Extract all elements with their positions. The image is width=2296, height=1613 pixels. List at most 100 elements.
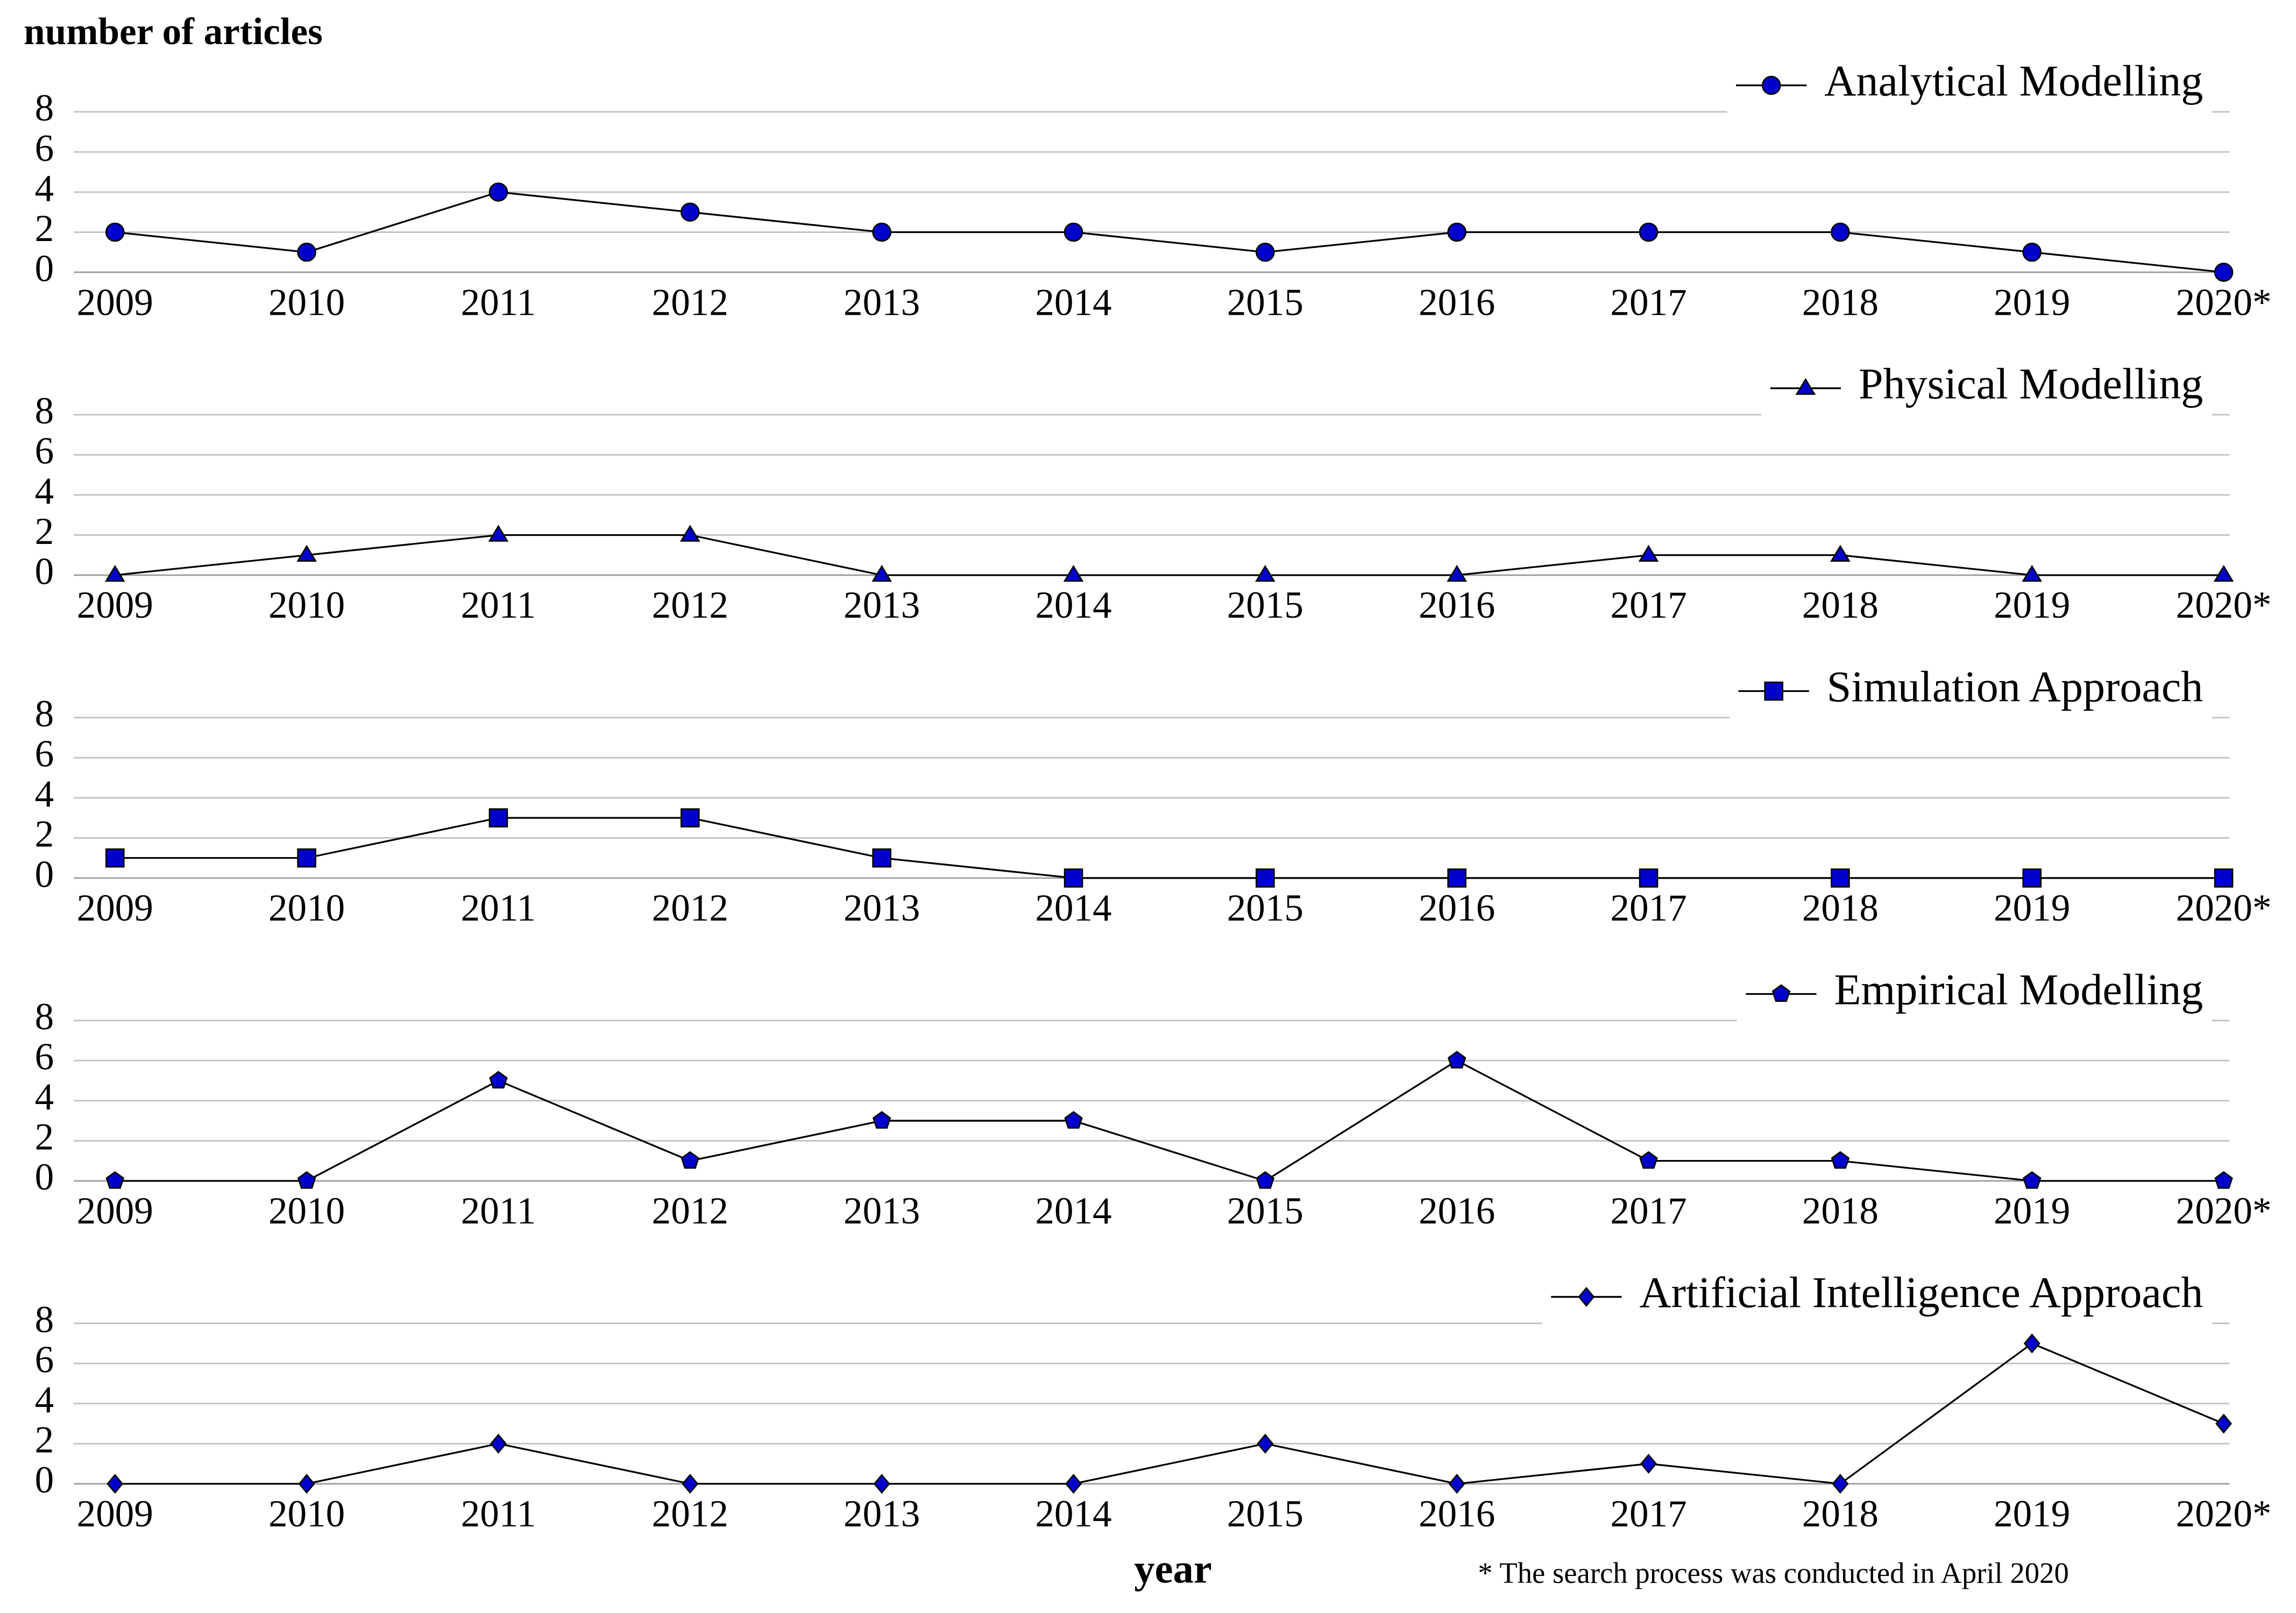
- marker: [873, 1474, 890, 1494]
- x-tick-label: 2012: [652, 1493, 728, 1535]
- marker: [297, 1171, 316, 1189]
- x-tick-label: 2013: [844, 584, 920, 626]
- marker: [488, 182, 508, 202]
- marker: [1831, 1151, 1850, 1169]
- x-tick-label: 2012: [652, 281, 728, 323]
- y-tick-label: 8: [35, 693, 54, 735]
- marker: [1639, 222, 1659, 242]
- y-tick-label: 4: [35, 1076, 54, 1118]
- y-tick-label: 0: [35, 853, 54, 895]
- marker: [872, 1110, 891, 1129]
- x-tick-label: 2017: [1610, 1493, 1686, 1535]
- y-tick-label: 0: [35, 550, 54, 592]
- x-tick-label: 2019: [1994, 1493, 2070, 1535]
- marker: [105, 222, 125, 242]
- x-tick-label: 2009: [77, 1190, 153, 1232]
- x-tick-label: 2016: [1419, 1493, 1495, 1535]
- marker: [1831, 868, 1850, 888]
- marker: [298, 1474, 315, 1494]
- footnote: * The search process was conducted in Ap…: [1478, 1557, 2069, 1589]
- y-tick-label: 6: [35, 430, 54, 472]
- marker: [1255, 564, 1275, 582]
- marker: [297, 242, 316, 262]
- marker: [1063, 564, 1084, 582]
- marker: [2215, 1413, 2233, 1434]
- marker: [1064, 222, 1083, 242]
- x-tick-label: 2009: [77, 584, 153, 626]
- y-tick-label: 4: [35, 470, 54, 512]
- x-tick-label: 2019: [1994, 1190, 2070, 1232]
- x-tick-label: 2016: [1419, 584, 1495, 626]
- marker: [1447, 868, 1466, 888]
- marker: [872, 848, 891, 868]
- x-axis-label: year: [1134, 1546, 1212, 1592]
- y-tick-label: 0: [35, 247, 54, 289]
- x-tick-label: 2010: [268, 887, 345, 929]
- marker: [1065, 1474, 1082, 1494]
- x-tick-label: 2014: [1035, 1190, 1111, 1232]
- x-tick-label: 2017: [1610, 281, 1686, 323]
- x-tick-label: 2010: [268, 584, 345, 626]
- marker: [679, 525, 700, 542]
- marker: [2213, 564, 2234, 582]
- marker: [1447, 222, 1466, 242]
- x-tick-label: 2016: [1419, 281, 1495, 323]
- marker: [1831, 222, 1850, 242]
- y-tick-label: 2: [35, 1116, 54, 1158]
- marker: [488, 525, 509, 542]
- data-line: [115, 191, 2224, 273]
- x-tick-label: 2018: [1802, 281, 1879, 323]
- marker: [1638, 544, 1659, 562]
- marker: [1256, 868, 1275, 888]
- y-tick-label: 4: [35, 773, 54, 815]
- legend-marker: [1771, 984, 1791, 1002]
- x-tick-label: 2011: [461, 887, 536, 929]
- x-tick-label: 2020*: [2176, 1493, 2272, 1535]
- y-tick-label: 0: [35, 1156, 54, 1198]
- x-tick-label: 2009: [77, 887, 153, 929]
- x-tick-label: 2020*: [2176, 1190, 2272, 1232]
- marker: [2023, 1171, 2042, 1189]
- x-tick-label: 2015: [1227, 281, 1303, 323]
- y-tick-label: 8: [35, 996, 54, 1038]
- x-tick-label: 2020*: [2176, 281, 2272, 323]
- marker: [1447, 564, 1468, 582]
- marker: [107, 1474, 124, 1494]
- y-tick-label: 8: [35, 87, 54, 129]
- x-tick-label: 2015: [1227, 887, 1303, 929]
- x-tick-label: 2019: [1994, 887, 2070, 929]
- x-tick-label: 2017: [1610, 887, 1686, 929]
- x-tick-label: 2011: [461, 281, 536, 323]
- x-tick-label: 2012: [652, 584, 728, 626]
- marker: [1447, 1051, 1466, 1069]
- x-tick-label: 2012: [652, 887, 728, 929]
- marker: [2022, 242, 2042, 262]
- legend-marker: [1578, 1286, 1595, 1307]
- marker: [2214, 1171, 2233, 1189]
- legend-background: [1727, 55, 2212, 115]
- x-tick-label: 2010: [268, 1493, 345, 1535]
- marker: [2023, 1333, 2040, 1354]
- y-tick-label: 2: [35, 813, 54, 855]
- legend-label: Empirical Modelling: [1834, 965, 2203, 1014]
- marker: [681, 202, 700, 222]
- marker: [104, 564, 125, 582]
- y-tick-label: 6: [35, 128, 54, 169]
- x-tick-label: 2018: [1802, 584, 1879, 626]
- marker: [1064, 1110, 1083, 1129]
- marker: [1639, 868, 1659, 888]
- x-tick-label: 2012: [652, 1190, 728, 1232]
- x-tick-label: 2013: [844, 1190, 920, 1232]
- x-tick-label: 2015: [1227, 1190, 1303, 1232]
- legend-label: Physical Modelling: [1859, 359, 2203, 408]
- marker: [2214, 868, 2234, 888]
- marker: [682, 1474, 699, 1494]
- y-tick-label: 0: [35, 1459, 54, 1501]
- x-tick-label: 2015: [1227, 1493, 1303, 1535]
- marker: [1064, 868, 1083, 888]
- x-tick-label: 2010: [268, 281, 345, 323]
- x-tick-label: 2020*: [2176, 584, 2272, 626]
